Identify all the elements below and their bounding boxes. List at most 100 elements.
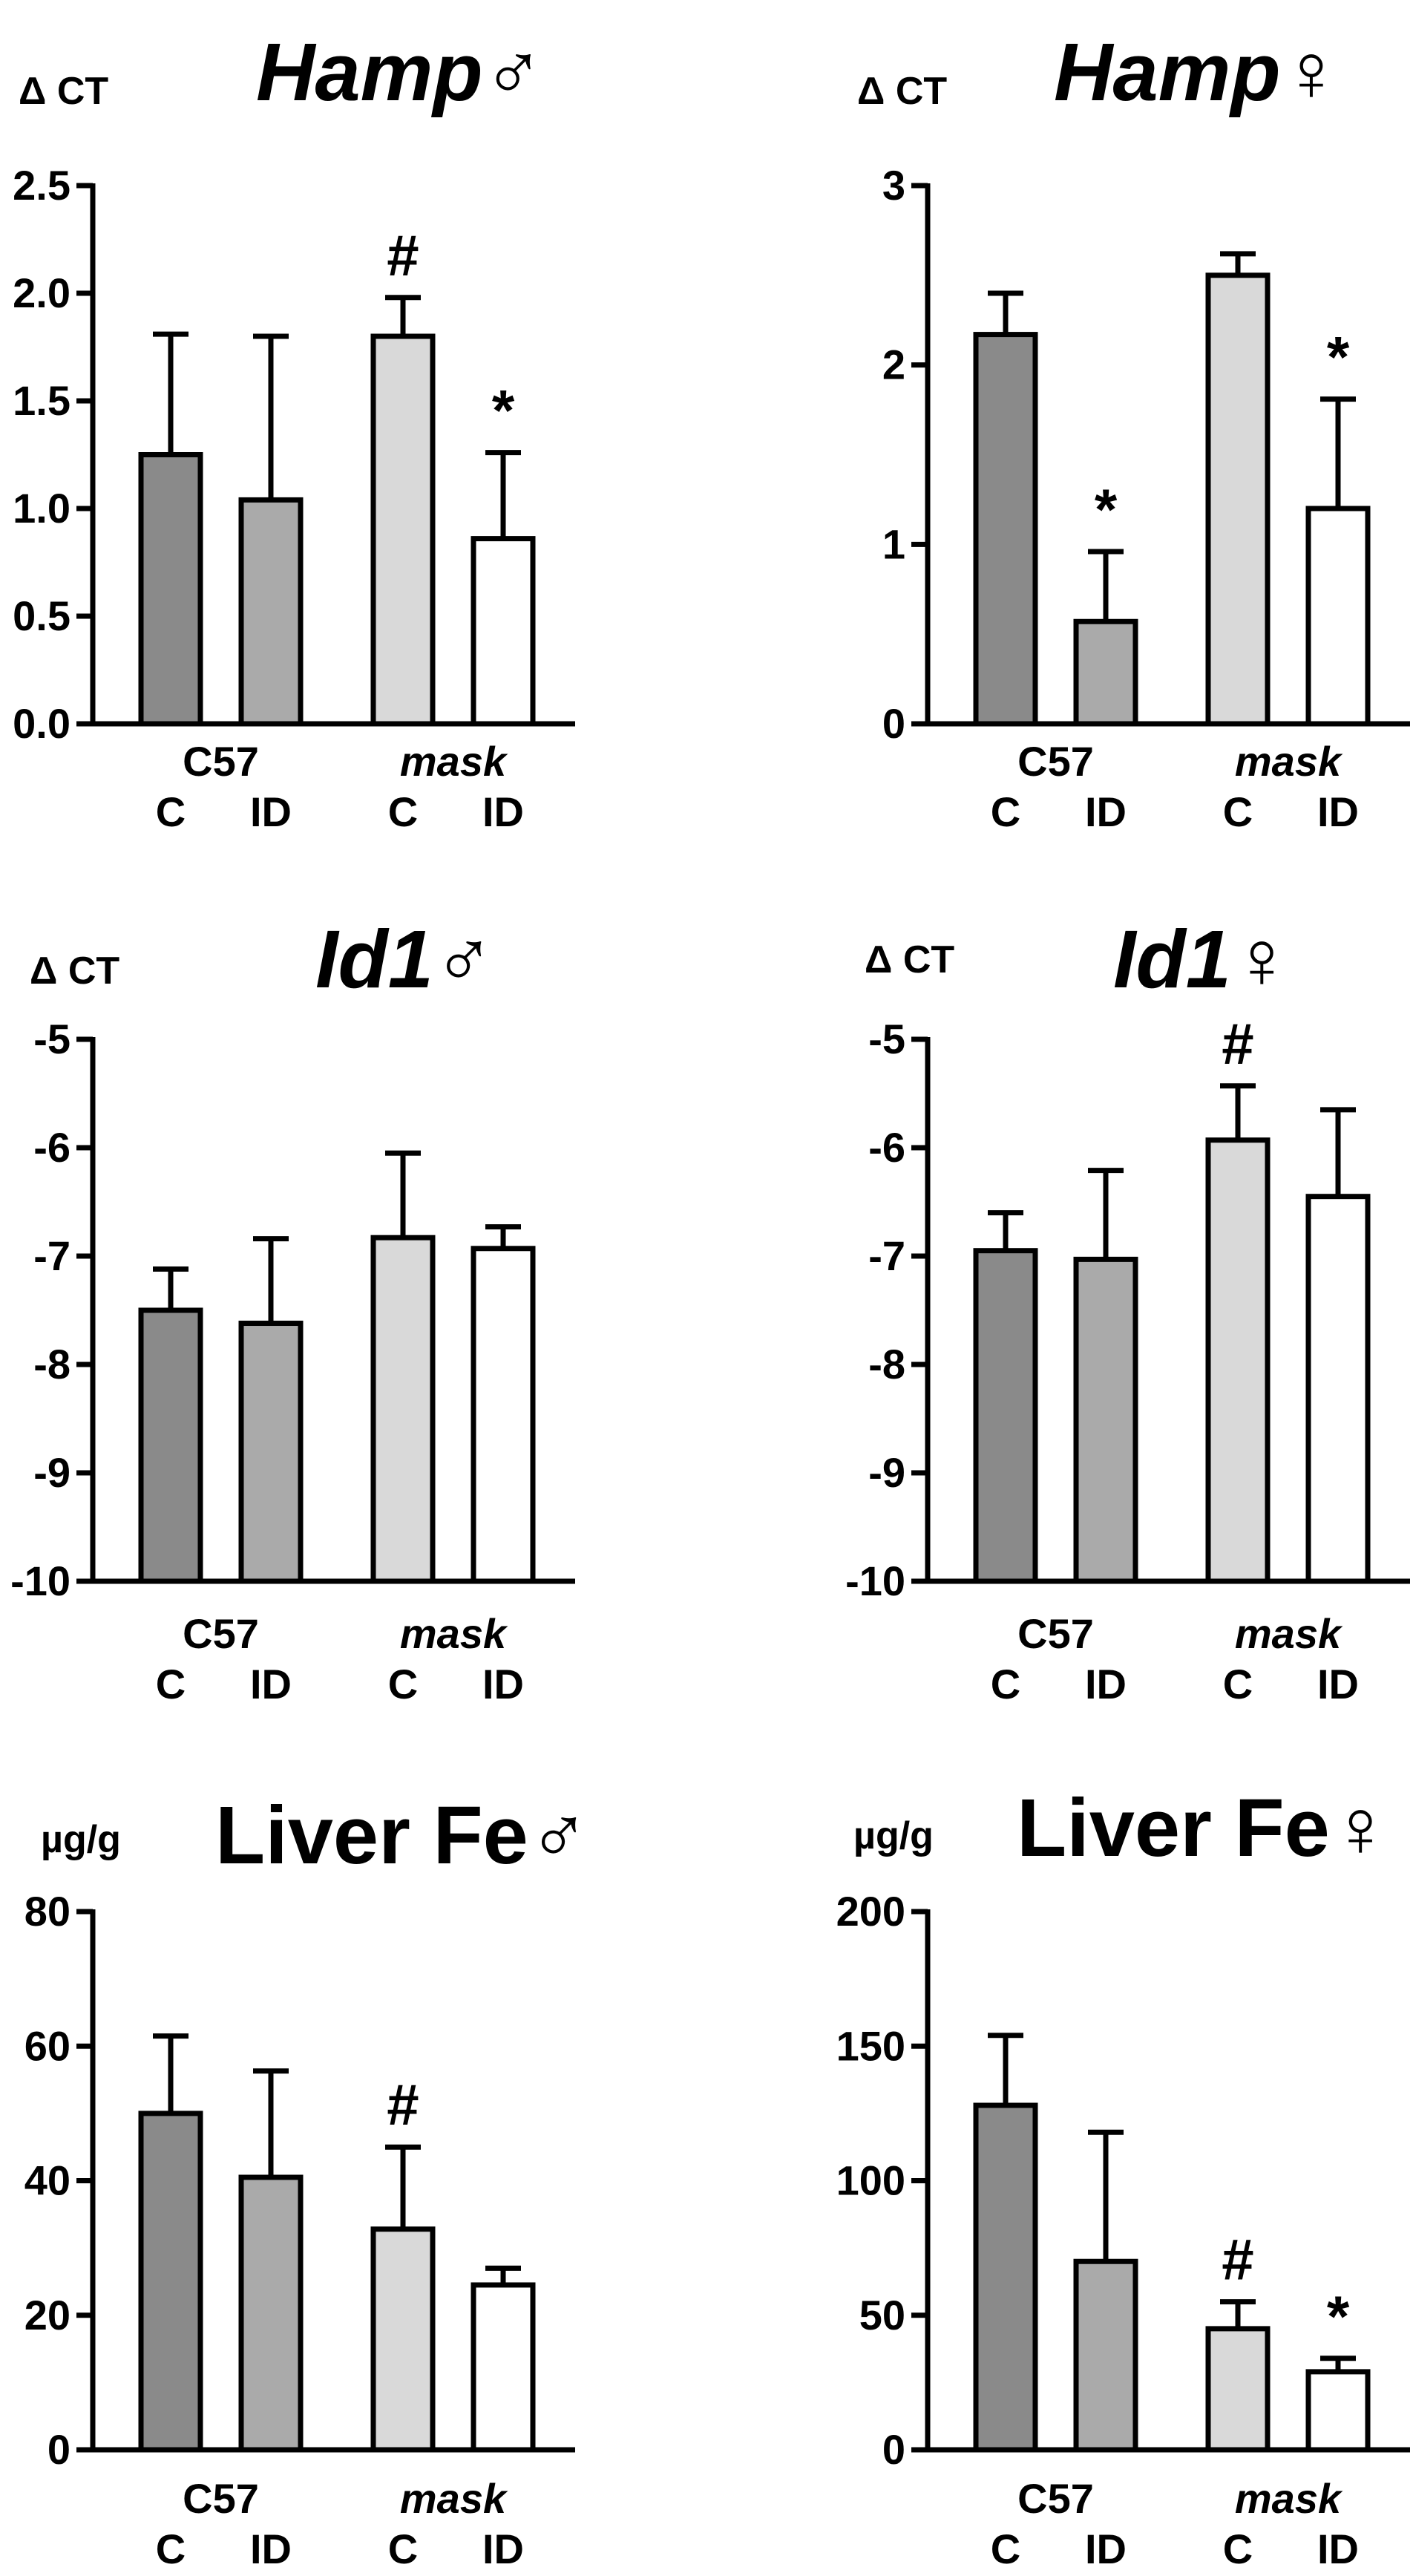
bar-1 (973, 1248, 1038, 1584)
bar-3 (1205, 2326, 1271, 2453)
significance-marker: * (1327, 324, 1350, 390)
x-group-label: C57 (183, 1610, 259, 1657)
sex-symbol-icon: ♀ (1281, 27, 1342, 118)
y-tick-label: 1.0 (13, 485, 71, 532)
y-tick-label: 3 (882, 162, 905, 209)
y-tick-label: -8 (33, 1341, 71, 1387)
y-tick-label: -6 (868, 1124, 905, 1171)
bar-4 (471, 1246, 536, 1584)
chart-title-text: Liver Fe (215, 1790, 528, 1881)
y-tick-label: 0.0 (13, 700, 71, 747)
x-category-label: C (1223, 2526, 1253, 2572)
sex-symbol-icon: ♂ (483, 27, 545, 118)
bar-3 (1205, 1137, 1271, 1584)
x-category-label: C (1223, 1661, 1253, 1707)
y-tick-label: 20 (24, 2292, 71, 2338)
chart-title-text: Id1 (315, 914, 433, 1005)
y-tick-label: 2.5 (13, 162, 71, 209)
y-tick-label: 0 (882, 2426, 905, 2473)
y-tick-label: 2 (882, 341, 905, 388)
chart-title: Id1♂ (315, 914, 494, 1005)
x-group-label: mask (1235, 2475, 1343, 2522)
significance-marker: # (387, 2072, 419, 2137)
y-tick-label: -5 (33, 1016, 71, 1062)
sex-symbol-icon: ♂ (528, 1790, 590, 1881)
x-category-label: C (156, 2526, 186, 2572)
significance-marker: * (1095, 477, 1118, 542)
x-group-label: C57 (183, 2475, 259, 2522)
x-category-label: ID (1317, 2526, 1359, 2572)
y-tick-label: -7 (33, 1232, 71, 1279)
x-category-label: ID (1317, 788, 1359, 835)
significance-marker: # (1222, 1011, 1253, 1076)
y-tick-label: -10 (845, 1557, 905, 1604)
bar-2 (238, 1321, 304, 1584)
bar-3 (370, 2226, 436, 2453)
x-group-label: C57 (1017, 2475, 1094, 2522)
x-category-label: ID (1085, 788, 1127, 835)
significance-marker: # (1222, 2227, 1253, 2292)
x-category-label: C (388, 2526, 418, 2572)
bar-2 (238, 497, 304, 727)
y-tick-label: 1 (882, 520, 905, 567)
y-axis-label: Δ CT (30, 949, 119, 993)
y-tick-label: 1.5 (13, 377, 71, 424)
y-tick-label: 50 (859, 2292, 905, 2338)
bar-4 (1305, 506, 1371, 727)
x-category-label: C (156, 1661, 186, 1707)
bar-2 (1073, 618, 1138, 727)
bar-3 (370, 333, 436, 727)
bar-4 (471, 2282, 536, 2453)
x-category-label: ID (1085, 2526, 1127, 2572)
x-category-label: ID (250, 2526, 292, 2572)
y-tick-label: 0 (47, 2426, 71, 2473)
chart-title: Hamp♀ (1054, 27, 1342, 118)
x-category-label: ID (250, 1661, 292, 1707)
y-tick-label: 150 (836, 2022, 905, 2069)
x-category-label: ID (482, 2526, 524, 2572)
bar-4 (471, 536, 536, 727)
bar-4 (1305, 1194, 1371, 1584)
y-tick-label: 2.0 (13, 269, 71, 316)
sex-symbol-icon: ♀ (1231, 914, 1293, 1005)
y-tick-label: 0 (882, 700, 905, 747)
bar-1 (973, 2102, 1038, 2453)
x-group-label: mask (1235, 1610, 1343, 1657)
y-tick-label: 80 (24, 1888, 71, 1935)
sex-symbol-icon: ♀ (1330, 1782, 1391, 1874)
chart-title-text: Hamp (1054, 27, 1281, 118)
y-axis-label: µg/g (41, 1818, 121, 1861)
y-tick-label: -9 (868, 1449, 905, 1496)
x-category-label: ID (1317, 1661, 1359, 1707)
y-tick-label: -6 (33, 1124, 71, 1171)
x-group-label: C57 (1017, 1610, 1094, 1657)
bar-1 (138, 1307, 203, 1584)
bar-3 (1205, 272, 1271, 727)
x-category-label: C (991, 1661, 1020, 1707)
x-category-label: ID (482, 1661, 524, 1707)
x-category-label: C (1223, 788, 1253, 835)
x-group-label: mask (400, 2475, 508, 2522)
chart-title-text: Liver Fe (1017, 1782, 1330, 1874)
x-category-label: C (388, 1661, 418, 1707)
chart-title: Id1♀ (1113, 914, 1292, 1005)
y-axis-label: Δ CT (19, 70, 108, 113)
y-tick-label: -7 (868, 1232, 905, 1279)
chart-title-text: Id1 (1113, 914, 1231, 1005)
y-tick-label: 0.5 (13, 592, 71, 639)
y-axis-label: µg/g (853, 1814, 934, 1857)
y-tick-label: -8 (868, 1341, 905, 1387)
x-category-label: C (991, 788, 1020, 835)
significance-marker: * (1327, 2284, 1350, 2349)
y-tick-label: -10 (10, 1557, 71, 1604)
sex-symbol-icon: ♂ (433, 914, 495, 1005)
bar-2 (1073, 2258, 1138, 2453)
bar-2 (1073, 1256, 1138, 1584)
x-category-label: ID (250, 788, 292, 835)
